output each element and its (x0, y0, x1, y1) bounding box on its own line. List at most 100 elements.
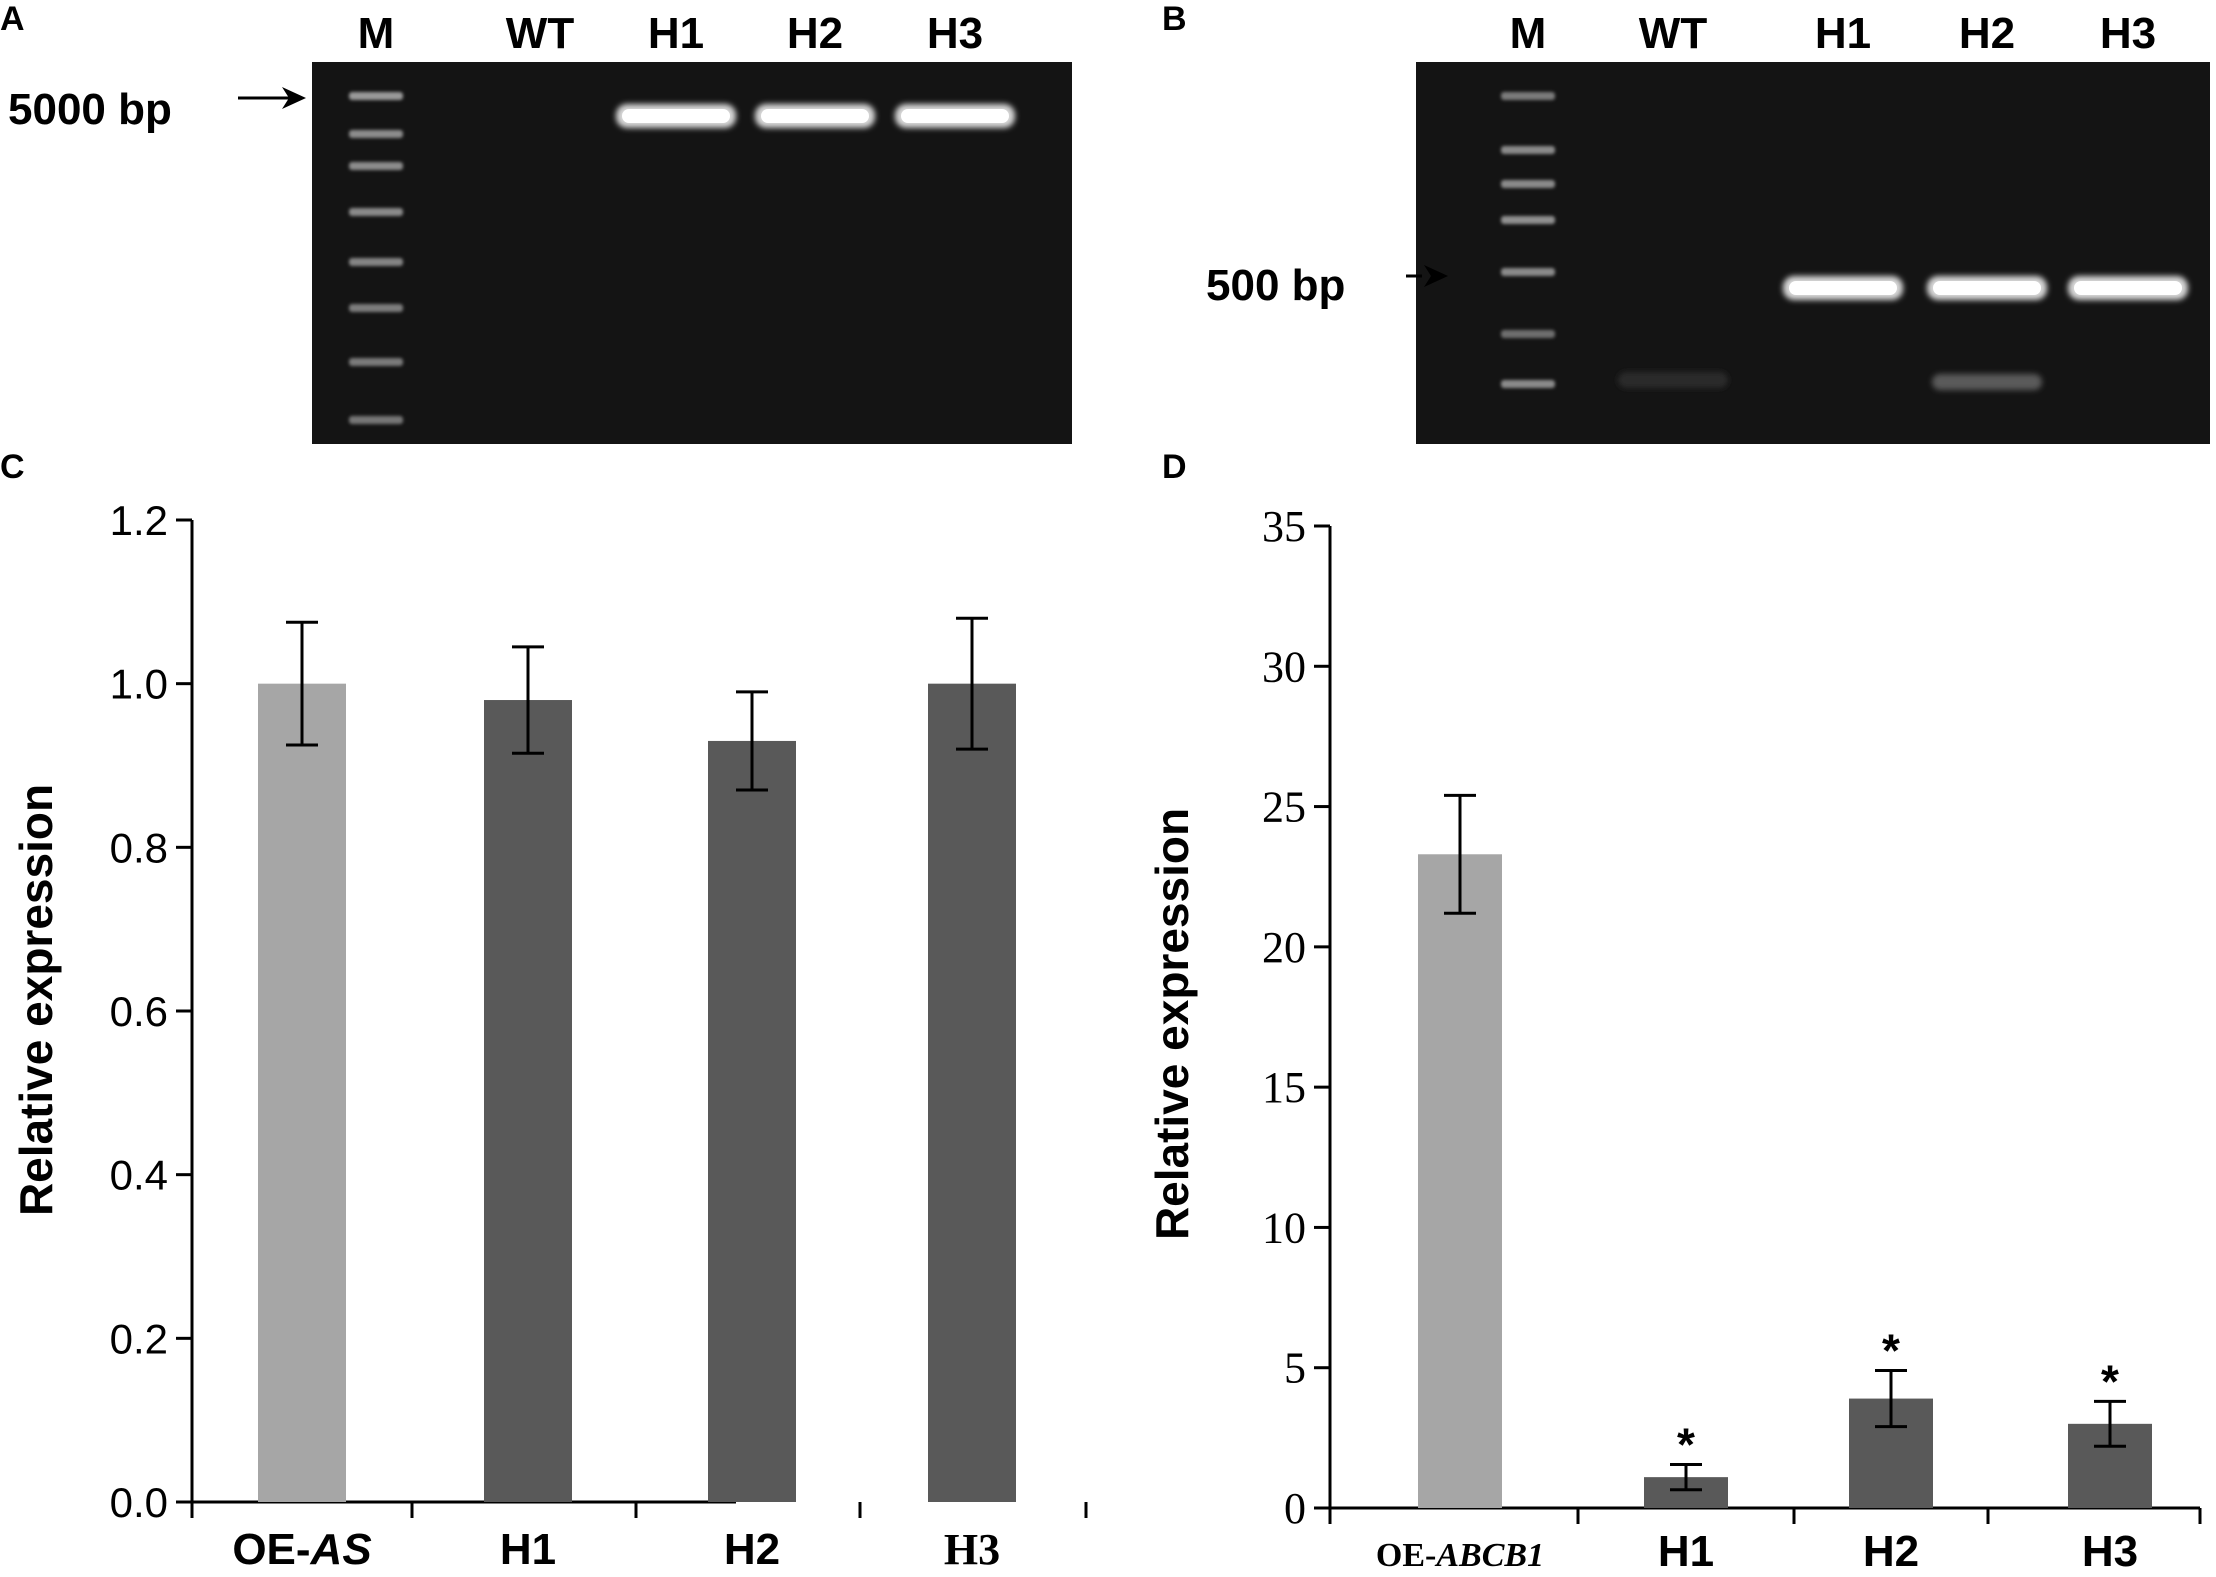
y-tick-label: 35 (1262, 502, 1306, 551)
chart-c: 0.0 0.2 0.4 0.6 0.8 1.0 1.2 Relative expression… (10, 497, 1088, 1574)
chart-d: 0 5 10 15 20 25 30 35 Relative expression OE-ABCB… (1146, 502, 2202, 1576)
category-label-text: H2 (1863, 1527, 1919, 1576)
error-bar (736, 690, 768, 792)
category-label-h3: H3 (2082, 1527, 2138, 1576)
marker-label-b: 500 bp (1206, 261, 1345, 310)
y-tick-label: 1.0 (110, 661, 168, 708)
error-bar (2094, 1399, 2126, 1448)
lane-label-a-h2: H2 (787, 9, 843, 58)
y-tick-label: 0.4 (110, 1152, 168, 1199)
band-core (2074, 281, 2182, 295)
category-label-text: H3 (944, 1525, 1000, 1574)
category-label-text: OE- (232, 1525, 310, 1574)
y-tick-label: 0.6 (110, 988, 168, 1035)
lane-labels-b: M WT H1 H2 H3 (1510, 9, 2156, 58)
band-core (761, 109, 869, 123)
lane-label-a-m: M (358, 9, 395, 58)
error-bar (1444, 793, 1476, 915)
y-tick-label: 0.0 (110, 1479, 168, 1526)
significance-marker: * (1882, 1325, 1900, 1377)
ladder-a (349, 92, 403, 424)
error-bar (956, 616, 988, 751)
error-bar (512, 645, 544, 755)
bar-h2 (708, 740, 796, 1502)
lane-label-b-h1: H1 (1815, 9, 1871, 58)
panel-letter-a: A (0, 0, 25, 38)
panel-letter-b: B (1162, 0, 1187, 38)
lane-label-a-wt: WT (506, 9, 575, 58)
lane-label-a-h3: H3 (927, 9, 983, 58)
bar-oe-abcb1 (1418, 854, 1502, 1508)
category-label-text: H2 (724, 1525, 780, 1574)
significance-marker: * (2101, 1355, 2119, 1407)
y-tick-label: 30 (1262, 642, 1306, 691)
ladder-b (1501, 92, 1555, 388)
category-label-text: H1 (500, 1525, 556, 1574)
ladder-band (1501, 180, 1555, 188)
ladder-band (1501, 268, 1555, 276)
bands-b (1618, 276, 2188, 390)
ladder-band (349, 92, 403, 100)
significance-marker: * (1677, 1419, 1695, 1471)
ladder-band (349, 208, 403, 216)
category-label-h3: H3 (944, 1525, 1000, 1574)
lane-labels-a: M WT H1 H2 H3 (358, 9, 983, 58)
y-tick-label: 0.8 (110, 824, 168, 871)
ladder-band (349, 130, 403, 138)
y-tick-label: 1.2 (110, 497, 168, 544)
category-label-oe-abcb1: OE-ABCB1 (1376, 1537, 1544, 1574)
panel-letter-d: D (1162, 448, 1187, 486)
lane-label-b-h2: H2 (1959, 9, 2015, 58)
y-tick-label: 0.2 (110, 1315, 168, 1362)
panel-a: A M WT H1 H2 H3 5000 bp (0, 0, 1072, 444)
panel-c: C 0.0 0.2 0.4 0.6 0.8 1.0 1.2 Relative expressi… (0, 448, 1088, 1574)
bar-oe-as (258, 683, 346, 1502)
category-label-h2: H2 (724, 1525, 780, 1574)
category-label-text: H3 (2082, 1527, 2138, 1576)
bar-h1 (484, 700, 572, 1502)
y-axis-label: Relative expression (10, 784, 62, 1216)
ladder-band (1501, 92, 1555, 100)
ladder-band (1501, 146, 1555, 154)
band-core (622, 109, 730, 123)
ladder-band (349, 304, 403, 312)
ladder-band (1501, 380, 1555, 388)
error-bar (286, 620, 318, 747)
error-bar (1875, 1369, 1907, 1429)
y-tick-label: 5 (1284, 1344, 1306, 1393)
panel-b: B M WT H1 H2 H3 500 bp (1162, 0, 2210, 444)
error-bar (1670, 1463, 1702, 1492)
lane-label-b-h3: H3 (2100, 9, 2156, 58)
category-label-h1: H1 (1658, 1527, 1714, 1576)
ladder-band (349, 162, 403, 170)
ladder-band (349, 258, 403, 266)
band-core (1933, 281, 2041, 295)
y-axis-label: Relative expression (1146, 808, 1198, 1240)
band-core (901, 109, 1009, 123)
bands-a (616, 104, 1015, 128)
bar-h3 (928, 683, 1016, 1502)
lane-label-b-wt: WT (1639, 9, 1708, 58)
panel-letter-c: C (0, 448, 25, 486)
category-label-h1: H1 (500, 1525, 556, 1574)
category-label-italic: AS (310, 1525, 372, 1574)
category-label-text: H1 (1658, 1527, 1714, 1576)
marker-arrow-b (1406, 265, 1448, 287)
category-label-h2: H2 (1863, 1527, 1919, 1576)
ladder-band (349, 416, 403, 424)
ladder-band (1501, 330, 1555, 338)
panel-d: D 0 5 10 15 20 25 30 35 Relative expression OE-AB… (1146, 448, 2202, 1576)
category-label-text: OE- (1376, 1537, 1436, 1574)
lane-label-a-h1: H1 (648, 9, 704, 58)
category-label-italic: ABCB1 (1434, 1537, 1544, 1574)
y-tick-label: 25 (1262, 783, 1306, 832)
faint-band (1618, 372, 1728, 388)
category-label-oe-as: OE-AS (232, 1525, 371, 1574)
y-tick-label: 0 (1284, 1484, 1306, 1533)
y-tick-label: 20 (1262, 923, 1306, 972)
marker-label-a: 5000 bp (8, 85, 172, 134)
band-core (1789, 281, 1897, 295)
lane-label-b-m: M (1510, 9, 1547, 58)
y-tick-label: 10 (1262, 1203, 1306, 1252)
